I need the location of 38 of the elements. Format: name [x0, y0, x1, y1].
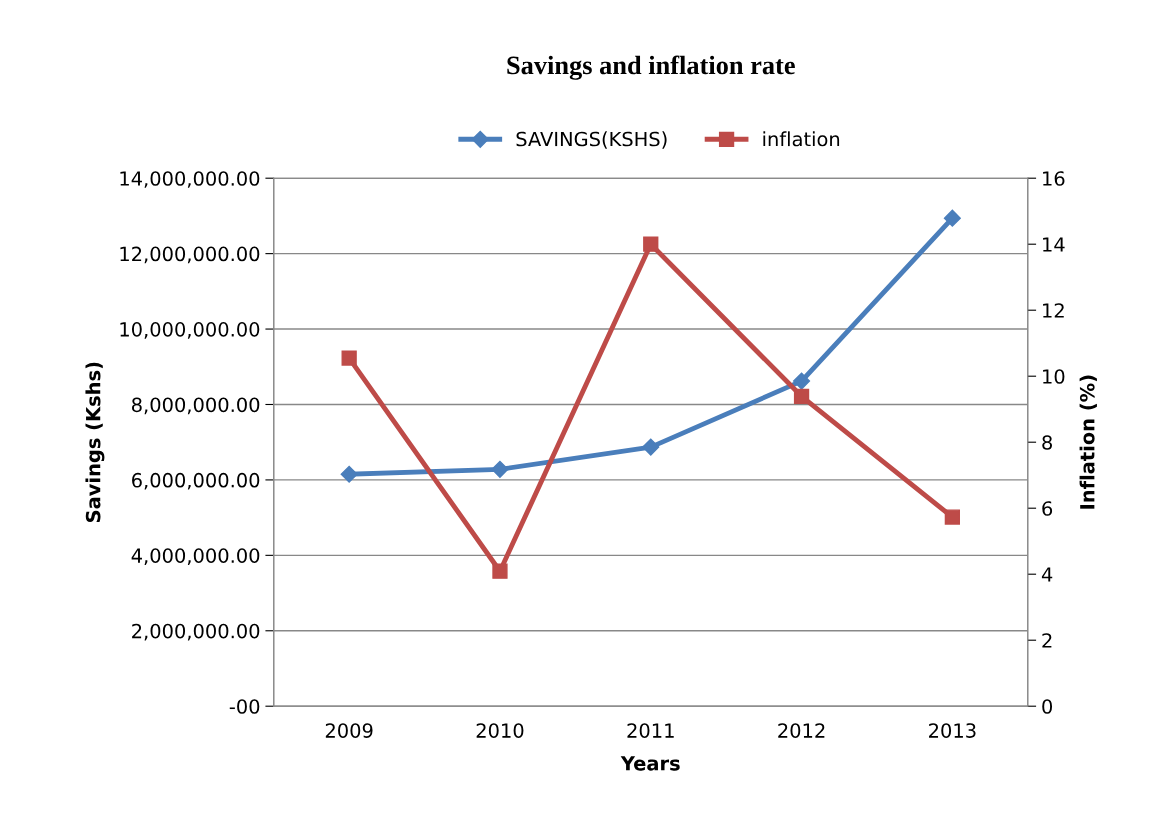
point	[643, 236, 659, 252]
x-tick-label: 2011	[627, 723, 674, 738]
y-axis-title: Savings (Kshs)	[85, 362, 105, 522]
y-tick-label: 6,000,000.00	[132, 472, 260, 490]
y2-tick-label: 2	[1042, 633, 1052, 648]
x-tick-label: 2013	[929, 723, 976, 738]
point	[793, 372, 811, 390]
x-tick-label: 2009	[325, 723, 373, 738]
point	[793, 388, 810, 404]
point	[341, 350, 357, 366]
y-tick-label: 14,000,000.00	[120, 171, 260, 188]
y-tick-label: 2,000,000.00	[132, 623, 260, 641]
point	[340, 465, 358, 483]
y2-tick-label: 0	[1042, 699, 1053, 714]
y-tick-label: 4,000,000.00	[131, 548, 260, 565]
y2-tick-label: 12	[1043, 303, 1064, 318]
point	[944, 509, 960, 525]
y-tick-label: 10,000,000.00	[120, 322, 260, 339]
point	[943, 209, 961, 227]
y2-tick-label: 4	[1041, 567, 1053, 582]
point	[491, 460, 509, 478]
legend-label: SAVINGS(KSHS)	[516, 131, 667, 149]
y2-tick-label: 8	[1042, 435, 1052, 450]
y2-tick-label: 10	[1043, 369, 1065, 384]
x-axis-title: Years	[620, 756, 680, 771]
point	[642, 438, 660, 456]
y2-tick-label: 16	[1043, 171, 1065, 186]
y-tick-label: 8,000,000.00	[132, 397, 260, 415]
y2-tick-label: 6	[1042, 501, 1053, 516]
x-tick-label: 2010	[476, 723, 524, 738]
x-tick-label: 2012	[778, 723, 825, 738]
legend-label: inflation	[763, 131, 840, 147]
chart-title: Savings and inflation rate	[507, 55, 795, 80]
y2-tick-label: 14	[1043, 237, 1065, 252]
y2-axis-title: Inflation (%)	[1079, 375, 1097, 509]
y-tick-label: -00	[229, 699, 260, 714]
point	[492, 563, 508, 579]
y-tick-label: 12,000,000.00	[120, 246, 260, 264]
